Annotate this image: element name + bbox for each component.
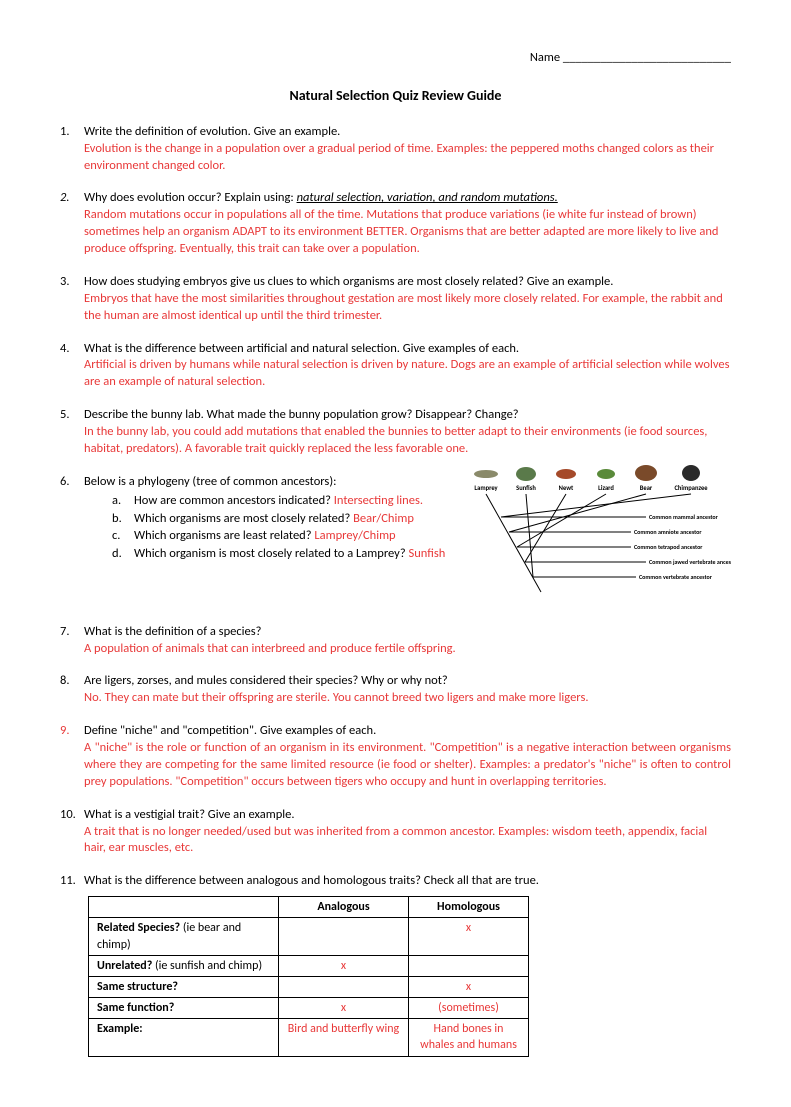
q-answer: Evolution is the change in a population … xyxy=(84,141,714,173)
th-blank xyxy=(89,897,279,918)
question-2: 2. Why does evolution occur? Explain usi… xyxy=(60,190,731,258)
table-row: Related Species? (ie bear and chimp) x xyxy=(89,918,529,955)
question-6: 6. Below is a phylogeny (tree of common … xyxy=(60,474,731,608)
question-5: 5. Describe the bunny lab. What made the… xyxy=(60,407,731,458)
sub-q: Which organisms are least related? xyxy=(134,528,314,543)
sub-letter: d. xyxy=(112,546,134,563)
question-10: 10. What is a vestigial trait? Give an e… xyxy=(60,807,731,858)
sub-a: Intersecting lines. xyxy=(334,493,423,508)
q-num: 6. xyxy=(60,474,84,608)
sub-letter: c. xyxy=(112,528,134,545)
table-row: Example: Bird and butterfly wing Hand bo… xyxy=(89,1019,529,1056)
table-row: Same structure? x xyxy=(89,976,529,997)
q-text: Below is a phylogeny (tree of common anc… xyxy=(84,474,336,489)
q-text-underline: natural selection, variation, and random… xyxy=(297,190,558,205)
q-answer: Random mutations occur in populations al… xyxy=(84,207,718,256)
sunfish-icon xyxy=(516,467,536,481)
th-homologous: Homologous xyxy=(409,897,529,918)
name-field: Name ___________________________ xyxy=(60,50,731,67)
sub-a: Lamprey/Chimp xyxy=(314,528,395,543)
lamprey-icon xyxy=(474,470,498,478)
sub-q: How are common ancestors indicated? xyxy=(134,493,334,508)
sub-letter: b. xyxy=(112,511,134,528)
q-answer: Artificial is driven by humans while nat… xyxy=(84,357,729,389)
question-11: 11. What is the difference between analo… xyxy=(60,873,731,890)
phylo-label: Lamprey xyxy=(474,484,498,492)
q-num: 11. xyxy=(60,873,84,890)
q-num: 4. xyxy=(60,341,84,392)
q-answer: A trait that is no longer needed/used bu… xyxy=(84,824,707,856)
q-text: Define "niche" and "competition". Give e… xyxy=(84,723,376,738)
phylo-label: Bear xyxy=(640,484,653,492)
phylo-label: Newt xyxy=(559,484,574,492)
sub-a: Sunfish xyxy=(408,546,445,561)
th-analogous: Analogous xyxy=(279,897,409,918)
sub-q: Which organism is most closely related t… xyxy=(134,546,408,561)
phylo-label: Chimpanzee xyxy=(674,484,708,492)
page-title: Natural Selection Quiz Review Guide xyxy=(60,87,731,106)
q-text: What is a vestigial trait? Give an examp… xyxy=(84,807,295,822)
sub-a: Bear/Chimp xyxy=(353,511,414,526)
question-8: 8. Are ligers, zorses, and mules conside… xyxy=(60,673,731,707)
q-answer: A "niche" is the role or function of an … xyxy=(84,740,731,791)
q-num: 3. xyxy=(60,274,84,325)
phylo-label: Lizard xyxy=(598,484,614,492)
q-answer: In the bunny lab, you could add mutation… xyxy=(84,424,707,456)
question-3: 3. How does studying embryos give us clu… xyxy=(60,274,731,325)
q-answer: A population of animals that can interbr… xyxy=(84,641,456,656)
q-text: What is the difference between artificia… xyxy=(84,341,519,356)
q-text: Are ligers, zorses, and mules considered… xyxy=(84,673,448,688)
sub-letter: a. xyxy=(112,493,134,510)
ancestor-label: Common vertebrate ancestor xyxy=(639,573,713,581)
ancestor-label: Common mammal ancestor xyxy=(649,513,719,521)
question-9: 9. Define "niche" and "competition". Giv… xyxy=(60,723,731,791)
q-num: 8. xyxy=(60,673,84,707)
traits-table: Analogous Homologous Related Species? (i… xyxy=(88,896,529,1057)
question-7: 7. What is the definition of a species? … xyxy=(60,624,731,658)
phylo-label: Sunfish xyxy=(516,484,536,492)
q-text: What is the difference between analogous… xyxy=(84,873,539,888)
lizard-icon xyxy=(597,469,615,479)
table-row: Same function? x (sometimes) xyxy=(89,998,529,1019)
q-num: 1. xyxy=(60,124,84,175)
ancestor-label: Common amniote ancestor xyxy=(634,528,702,536)
q-num: 10. xyxy=(60,807,84,858)
ancestor-label: Common jawed vertebrate ancestor xyxy=(649,558,731,566)
q-text: Write the definition of evolution. Give … xyxy=(84,124,340,139)
q-answer: Embryos that have the most similarities … xyxy=(84,291,723,323)
table-row: Unrelated? (ie sunfish and chimp) x xyxy=(89,955,529,976)
question-4: 4. What is the difference between artifi… xyxy=(60,341,731,392)
question-1: 1. Write the definition of evolution. Gi… xyxy=(60,124,731,175)
newt-icon xyxy=(556,469,576,479)
phylogeny-diagram: Lamprey Sunfish Newt Lizard Bear Chimpan… xyxy=(471,462,731,608)
q-text-pre: Why does evolution occur? Explain using: xyxy=(84,190,297,205)
q-answer: No. They can mate but their offspring ar… xyxy=(84,690,589,705)
ancestor-label: Common tetrapod ancestor xyxy=(634,543,703,551)
q-num: 9. xyxy=(60,723,84,791)
q-text: Describe the bunny lab. What made the bu… xyxy=(84,407,519,422)
q-text: How does studying embryos give us clues … xyxy=(84,274,613,289)
q-num: 7. xyxy=(60,624,84,658)
q-num: 5. xyxy=(60,407,84,458)
q-text: What is the definition of a species? xyxy=(84,624,261,639)
bear-icon xyxy=(635,465,657,481)
q-num: 2. xyxy=(60,190,84,258)
chimp-icon xyxy=(682,465,700,481)
sub-q: Which organisms are most closely related… xyxy=(134,511,353,526)
